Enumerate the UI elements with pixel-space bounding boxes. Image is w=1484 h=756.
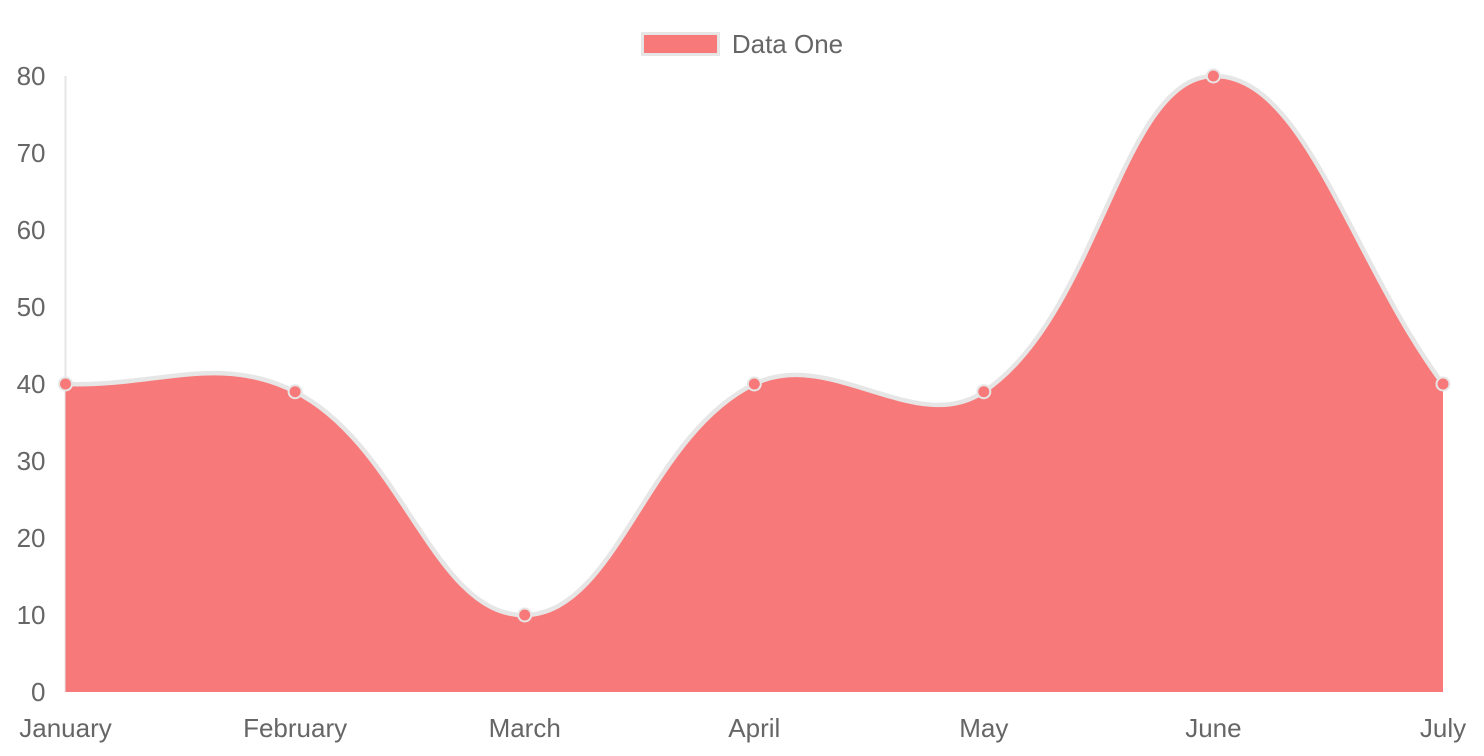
data-point-april[interactable] — [746, 376, 762, 392]
y-axis-tick-label: 0 — [31, 677, 45, 707]
area-fill — [65, 75, 1443, 693]
x-axis-tick-label: June — [1185, 713, 1241, 743]
y-axis-tick-label: 80 — [17, 61, 46, 91]
y-axis-tick-label: 20 — [17, 523, 46, 553]
chart-legend: Data One — [0, 31, 1484, 57]
data-point-february[interactable] — [287, 384, 303, 400]
data-point-january[interactable] — [58, 376, 73, 392]
legend-item-data-one[interactable]: Data One — [640, 29, 844, 59]
y-axis-tick-label: 70 — [17, 138, 46, 168]
y-axis-tick-label: 30 — [17, 446, 46, 476]
x-axis-tick-label: February — [243, 713, 347, 743]
legend-label: Data One — [731, 29, 844, 59]
data-point-march[interactable] — [517, 607, 533, 623]
x-axis-tick-label: March — [489, 713, 561, 743]
x-axis-tick-label: April — [728, 713, 780, 743]
x-axis-tick-label: July — [1420, 713, 1466, 743]
data-point-july[interactable] — [1435, 376, 1451, 392]
legend-color-swatch — [640, 32, 720, 56]
data-point-may[interactable] — [976, 384, 992, 400]
data-point-june[interactable] — [1205, 68, 1221, 84]
y-axis-tick-label: 60 — [17, 215, 46, 245]
y-axis-tick-label: 10 — [17, 600, 46, 630]
y-axis-tick-label: 40 — [17, 369, 46, 399]
y-axis-tick-label: 50 — [17, 292, 46, 322]
x-axis-tick-label: May — [959, 713, 1008, 743]
x-axis-tick-label: January — [19, 713, 112, 743]
